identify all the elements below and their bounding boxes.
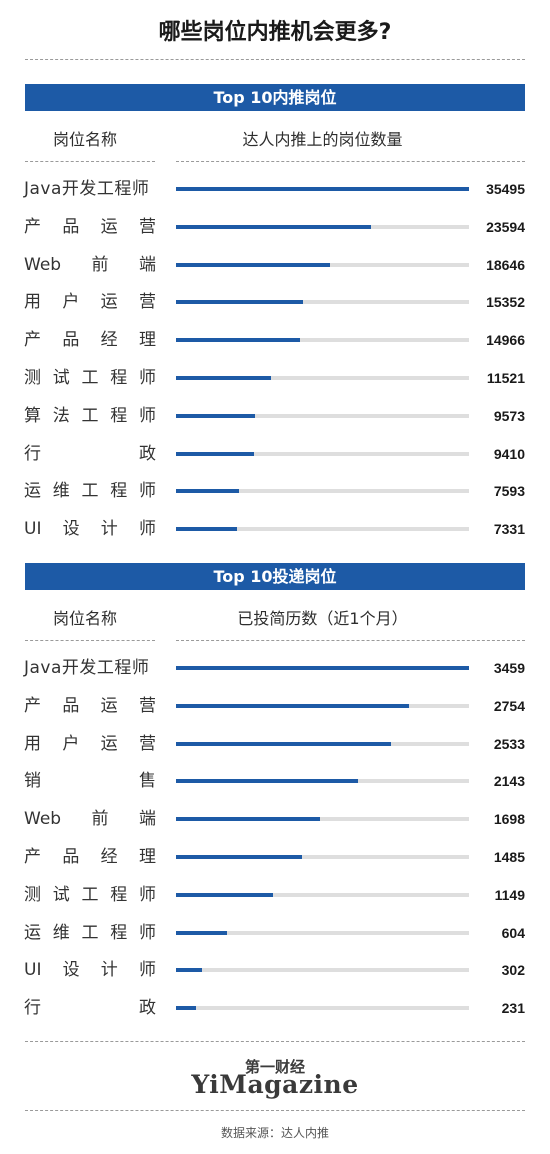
category-label: UI设计师 [24,519,156,540]
bar-track [176,527,469,532]
bar [176,968,202,973]
category-label: Web前端 [24,809,156,830]
data-label: 14966 [486,332,525,349]
data-label: 1485 [493,849,525,865]
section2-col-label: 岗位名称 [53,609,118,628]
bar [176,187,469,191]
bar-track [176,262,469,267]
bar [176,779,358,784]
section2-banner: Top 10投递岗位 [25,563,525,590]
bar [176,892,274,897]
footer-divider-bottom [25,1110,525,1111]
category-label: 运维工程师 [24,481,156,502]
footer-divider-top [25,1041,525,1042]
data-label: 15352 [486,294,525,311]
bar [176,741,391,746]
bar-track [176,300,469,305]
bar-track [176,224,469,229]
category-label: Java开发工程师 [24,658,150,678]
data-label: 302 [501,962,525,979]
data-label: 2143 [493,773,525,790]
bar [176,930,228,935]
data-label: 2533 [493,735,525,752]
bar [176,855,302,859]
category-label: 产品运营 [24,695,156,716]
section1-value-divider [176,161,525,162]
bar [176,413,256,418]
data-label: 11521 [486,370,525,386]
category-label: Java开发工程师 [24,179,150,199]
bar [176,489,239,494]
brand-logo: YiMagazine [191,1070,359,1099]
category-label: 用户运营 [24,292,156,313]
category-label: 用户运营 [24,733,156,754]
category-label: 产品经理 [24,847,156,867]
bar-track [176,666,469,670]
data-label: 3459 [493,660,525,676]
bar [176,300,303,305]
data-label: 1698 [493,811,525,828]
bar-track [176,451,469,456]
data-label: 9410 [493,445,525,462]
category-label: 测试工程师 [24,884,156,905]
data-label: 9573 [493,407,525,424]
data-label: 2754 [493,697,525,714]
data-label: 18646 [486,256,525,273]
section2-label-divider [25,640,155,641]
section2-value-divider [176,640,525,641]
data-label: 7593 [493,483,525,500]
brand-chinese: 第一财经 [244,1058,305,1076]
category-label: 运维工程师 [24,922,156,943]
bar-track [176,968,469,973]
category-label: 行政 [24,443,156,464]
section1-col-label: 岗位名称 [53,130,118,149]
bar [176,338,300,343]
bar-track [176,741,469,746]
section1-banner: Top 10内推岗位 [25,84,525,111]
bar [176,224,371,229]
bar-track [176,489,469,494]
bar-track [176,892,469,897]
category-label: Web前端 [24,254,156,275]
data-label: 23594 [486,218,525,235]
data-label: 35495 [486,181,525,197]
data-label: 231 [501,1000,525,1017]
category-label: 测试工程师 [24,368,156,388]
category-label: UI设计师 [24,960,156,981]
category-label: 销售 [24,771,156,792]
bar-track [176,413,469,418]
category-label: 产品经理 [24,330,156,351]
category-label: 算法工程师 [24,405,156,426]
bar-track [176,855,469,859]
bar-track [176,930,469,935]
bar-track [176,1006,469,1011]
bar [176,666,469,670]
title-divider [25,59,525,60]
category-label: 行政 [24,998,156,1019]
section1-col-value: 达人内推上的岗位数量 [242,130,403,149]
bar [176,451,254,456]
data-label: 7331 [493,521,525,538]
category-label: 产品运营 [24,216,156,237]
bar [176,376,272,380]
bar-track [176,779,469,784]
section1-label-divider [25,161,155,162]
source-note: 数据来源：达人内推 [220,1126,329,1140]
bar-track [176,187,469,191]
data-label: 604 [501,924,525,941]
page-title: 哪些岗位内推机会更多? [158,20,392,45]
bar-track [176,338,469,343]
bar [176,1006,196,1011]
bar-track [176,817,469,822]
bar-track [176,376,469,380]
bar [176,527,237,532]
bar-track [176,703,469,708]
bar [176,262,330,267]
bar [176,817,320,822]
bar [176,703,410,708]
data-label: 1149 [494,886,525,903]
section2-col-value: 已投简历数（近1个月） [237,609,408,628]
